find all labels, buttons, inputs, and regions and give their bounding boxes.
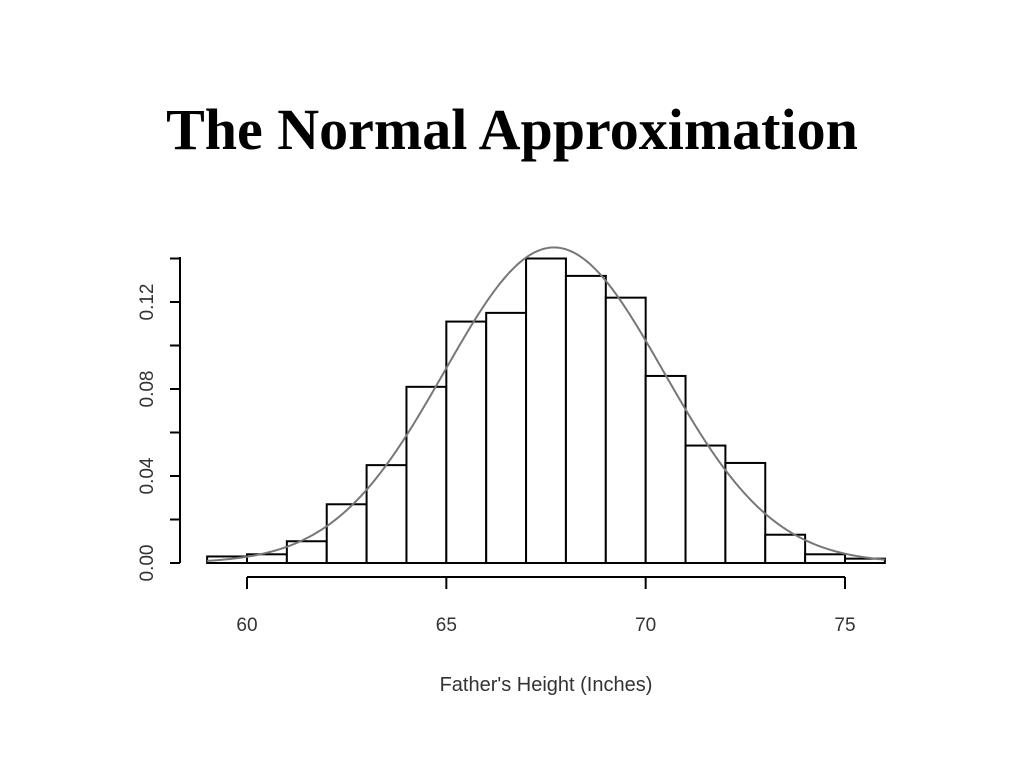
x-tick-label: 65 <box>436 615 457 636</box>
histogram-bar <box>564 274 607 564</box>
x-tick-label: 70 <box>635 615 656 636</box>
histogram-bar <box>405 385 448 565</box>
histogram-bar <box>525 257 567 564</box>
x-axis: 60 65 70 75 <box>236 576 856 636</box>
histogram-bar <box>365 464 408 564</box>
y-tick-label: 0.08 <box>137 371 158 408</box>
histogram-bar <box>485 311 528 564</box>
y-tick-label: 0.00 <box>137 545 158 582</box>
x-tick-label: 60 <box>236 615 257 636</box>
y-tick-label: 0.12 <box>137 284 158 321</box>
y-tick-label: 0.04 <box>137 457 158 494</box>
x-tick-label: 75 <box>834 615 855 636</box>
histogram-bar <box>644 374 687 565</box>
histogram-bar <box>804 553 847 564</box>
x-axis-title: Father's Height (Inches) <box>440 674 653 696</box>
histogram-bar <box>325 503 368 564</box>
histogram-bar <box>604 296 647 564</box>
slide-title: The Normal Approximation <box>166 97 858 162</box>
y-axis: 0.00 0.04 0.08 0.12 <box>137 257 181 582</box>
histogram-bar <box>844 557 886 565</box>
histogram-bar <box>684 444 727 564</box>
histogram-bars <box>206 257 886 565</box>
normal-curve <box>207 246 885 562</box>
histogram-bar <box>764 533 807 564</box>
